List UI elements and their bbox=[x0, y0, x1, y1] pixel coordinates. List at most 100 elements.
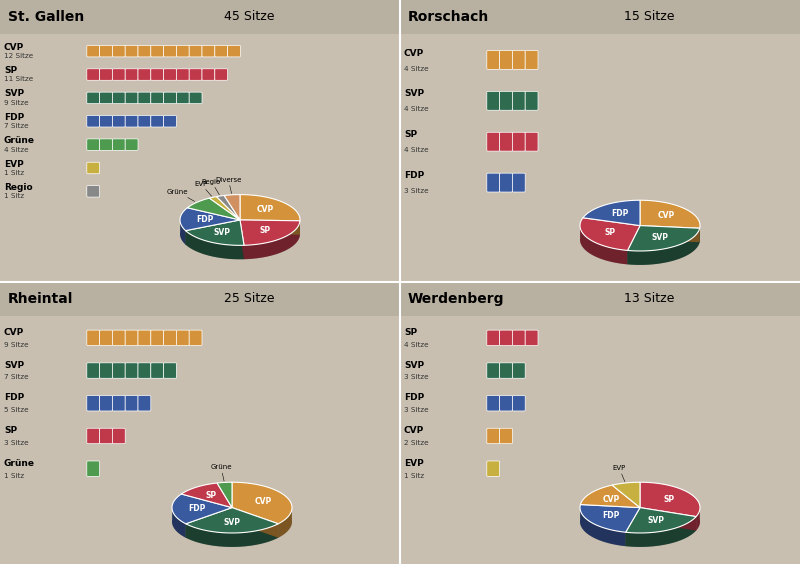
Polygon shape bbox=[186, 508, 232, 537]
Polygon shape bbox=[627, 226, 700, 251]
FancyBboxPatch shape bbox=[214, 46, 228, 57]
Text: SP: SP bbox=[663, 495, 674, 504]
FancyBboxPatch shape bbox=[112, 139, 126, 151]
Text: 1 Sitz: 1 Sitz bbox=[4, 473, 24, 478]
FancyBboxPatch shape bbox=[99, 428, 112, 444]
FancyBboxPatch shape bbox=[86, 139, 99, 151]
FancyBboxPatch shape bbox=[189, 330, 202, 346]
FancyBboxPatch shape bbox=[0, 282, 400, 316]
Text: 9 Sitze: 9 Sitze bbox=[4, 342, 29, 347]
FancyBboxPatch shape bbox=[400, 282, 800, 316]
FancyBboxPatch shape bbox=[138, 69, 151, 80]
FancyBboxPatch shape bbox=[112, 428, 126, 444]
Text: 4 Sitze: 4 Sitze bbox=[4, 147, 29, 152]
Text: 2 Sitze: 2 Sitze bbox=[404, 440, 429, 446]
Text: SVP: SVP bbox=[4, 360, 24, 369]
FancyBboxPatch shape bbox=[499, 395, 512, 411]
FancyBboxPatch shape bbox=[486, 395, 499, 411]
FancyBboxPatch shape bbox=[486, 91, 499, 110]
FancyBboxPatch shape bbox=[99, 139, 112, 151]
Polygon shape bbox=[180, 218, 186, 245]
FancyBboxPatch shape bbox=[86, 162, 99, 174]
Text: CVP: CVP bbox=[404, 49, 424, 58]
FancyBboxPatch shape bbox=[526, 51, 538, 69]
FancyBboxPatch shape bbox=[176, 69, 189, 80]
FancyBboxPatch shape bbox=[86, 46, 99, 57]
Text: SP: SP bbox=[206, 491, 217, 500]
Polygon shape bbox=[172, 496, 292, 547]
FancyBboxPatch shape bbox=[99, 363, 112, 378]
Polygon shape bbox=[580, 224, 627, 265]
Text: FDP: FDP bbox=[602, 512, 620, 521]
FancyBboxPatch shape bbox=[125, 116, 138, 127]
Text: 45 Sitze: 45 Sitze bbox=[224, 10, 274, 24]
Polygon shape bbox=[581, 485, 640, 508]
FancyBboxPatch shape bbox=[486, 51, 499, 69]
Text: CVP: CVP bbox=[658, 212, 674, 221]
Text: 3 Sitze: 3 Sitze bbox=[4, 440, 29, 446]
Polygon shape bbox=[232, 508, 278, 537]
Polygon shape bbox=[696, 505, 700, 531]
Polygon shape bbox=[580, 506, 626, 546]
FancyBboxPatch shape bbox=[112, 330, 126, 346]
FancyBboxPatch shape bbox=[86, 116, 99, 127]
FancyBboxPatch shape bbox=[151, 92, 164, 104]
FancyBboxPatch shape bbox=[499, 428, 512, 444]
Text: 15 Sitze: 15 Sitze bbox=[624, 10, 674, 24]
Polygon shape bbox=[640, 226, 700, 242]
Polygon shape bbox=[627, 226, 640, 265]
Text: 3 Sitze: 3 Sitze bbox=[404, 188, 429, 194]
Text: Grüne: Grüne bbox=[166, 189, 194, 201]
FancyBboxPatch shape bbox=[138, 395, 151, 411]
Polygon shape bbox=[224, 195, 240, 220]
FancyBboxPatch shape bbox=[512, 330, 526, 346]
Text: SP: SP bbox=[259, 226, 270, 235]
Polygon shape bbox=[240, 220, 300, 245]
Polygon shape bbox=[186, 220, 240, 245]
FancyBboxPatch shape bbox=[486, 363, 499, 378]
FancyBboxPatch shape bbox=[86, 395, 99, 411]
Polygon shape bbox=[640, 482, 700, 517]
Text: FDP: FDP bbox=[197, 215, 214, 224]
FancyBboxPatch shape bbox=[526, 133, 538, 151]
Polygon shape bbox=[186, 524, 278, 547]
FancyBboxPatch shape bbox=[125, 139, 138, 151]
Text: 13 Sitze: 13 Sitze bbox=[624, 292, 674, 306]
Text: SVP: SVP bbox=[404, 90, 424, 99]
Text: SP: SP bbox=[404, 130, 417, 139]
FancyBboxPatch shape bbox=[86, 363, 99, 378]
FancyBboxPatch shape bbox=[499, 363, 512, 378]
FancyBboxPatch shape bbox=[512, 91, 526, 110]
FancyBboxPatch shape bbox=[214, 69, 228, 80]
Text: Grüne: Grüne bbox=[210, 464, 232, 481]
Polygon shape bbox=[186, 508, 232, 537]
FancyBboxPatch shape bbox=[125, 330, 138, 346]
Text: SP: SP bbox=[4, 66, 17, 75]
Text: CVP: CVP bbox=[602, 495, 620, 504]
FancyBboxPatch shape bbox=[151, 330, 164, 346]
Text: 9 Sitze: 9 Sitze bbox=[4, 100, 29, 106]
FancyBboxPatch shape bbox=[112, 363, 126, 378]
Polygon shape bbox=[172, 494, 232, 524]
Text: CVP: CVP bbox=[256, 205, 274, 214]
Text: 4 Sitze: 4 Sitze bbox=[404, 65, 429, 72]
Text: EVP: EVP bbox=[194, 180, 211, 196]
FancyBboxPatch shape bbox=[151, 363, 164, 378]
Text: 25 Sitze: 25 Sitze bbox=[224, 292, 274, 306]
FancyBboxPatch shape bbox=[512, 133, 526, 151]
FancyBboxPatch shape bbox=[125, 395, 138, 411]
FancyBboxPatch shape bbox=[164, 69, 177, 80]
Text: SVP: SVP bbox=[214, 228, 230, 237]
FancyBboxPatch shape bbox=[526, 330, 538, 346]
Text: 3 Sitze: 3 Sitze bbox=[404, 374, 429, 380]
Text: Diverse: Diverse bbox=[215, 177, 242, 193]
FancyBboxPatch shape bbox=[176, 92, 189, 104]
Polygon shape bbox=[232, 482, 292, 524]
Polygon shape bbox=[217, 482, 232, 508]
FancyBboxPatch shape bbox=[176, 330, 189, 346]
FancyBboxPatch shape bbox=[202, 69, 214, 80]
Polygon shape bbox=[640, 508, 696, 531]
Polygon shape bbox=[217, 196, 240, 220]
FancyBboxPatch shape bbox=[176, 46, 189, 57]
Polygon shape bbox=[210, 197, 240, 220]
